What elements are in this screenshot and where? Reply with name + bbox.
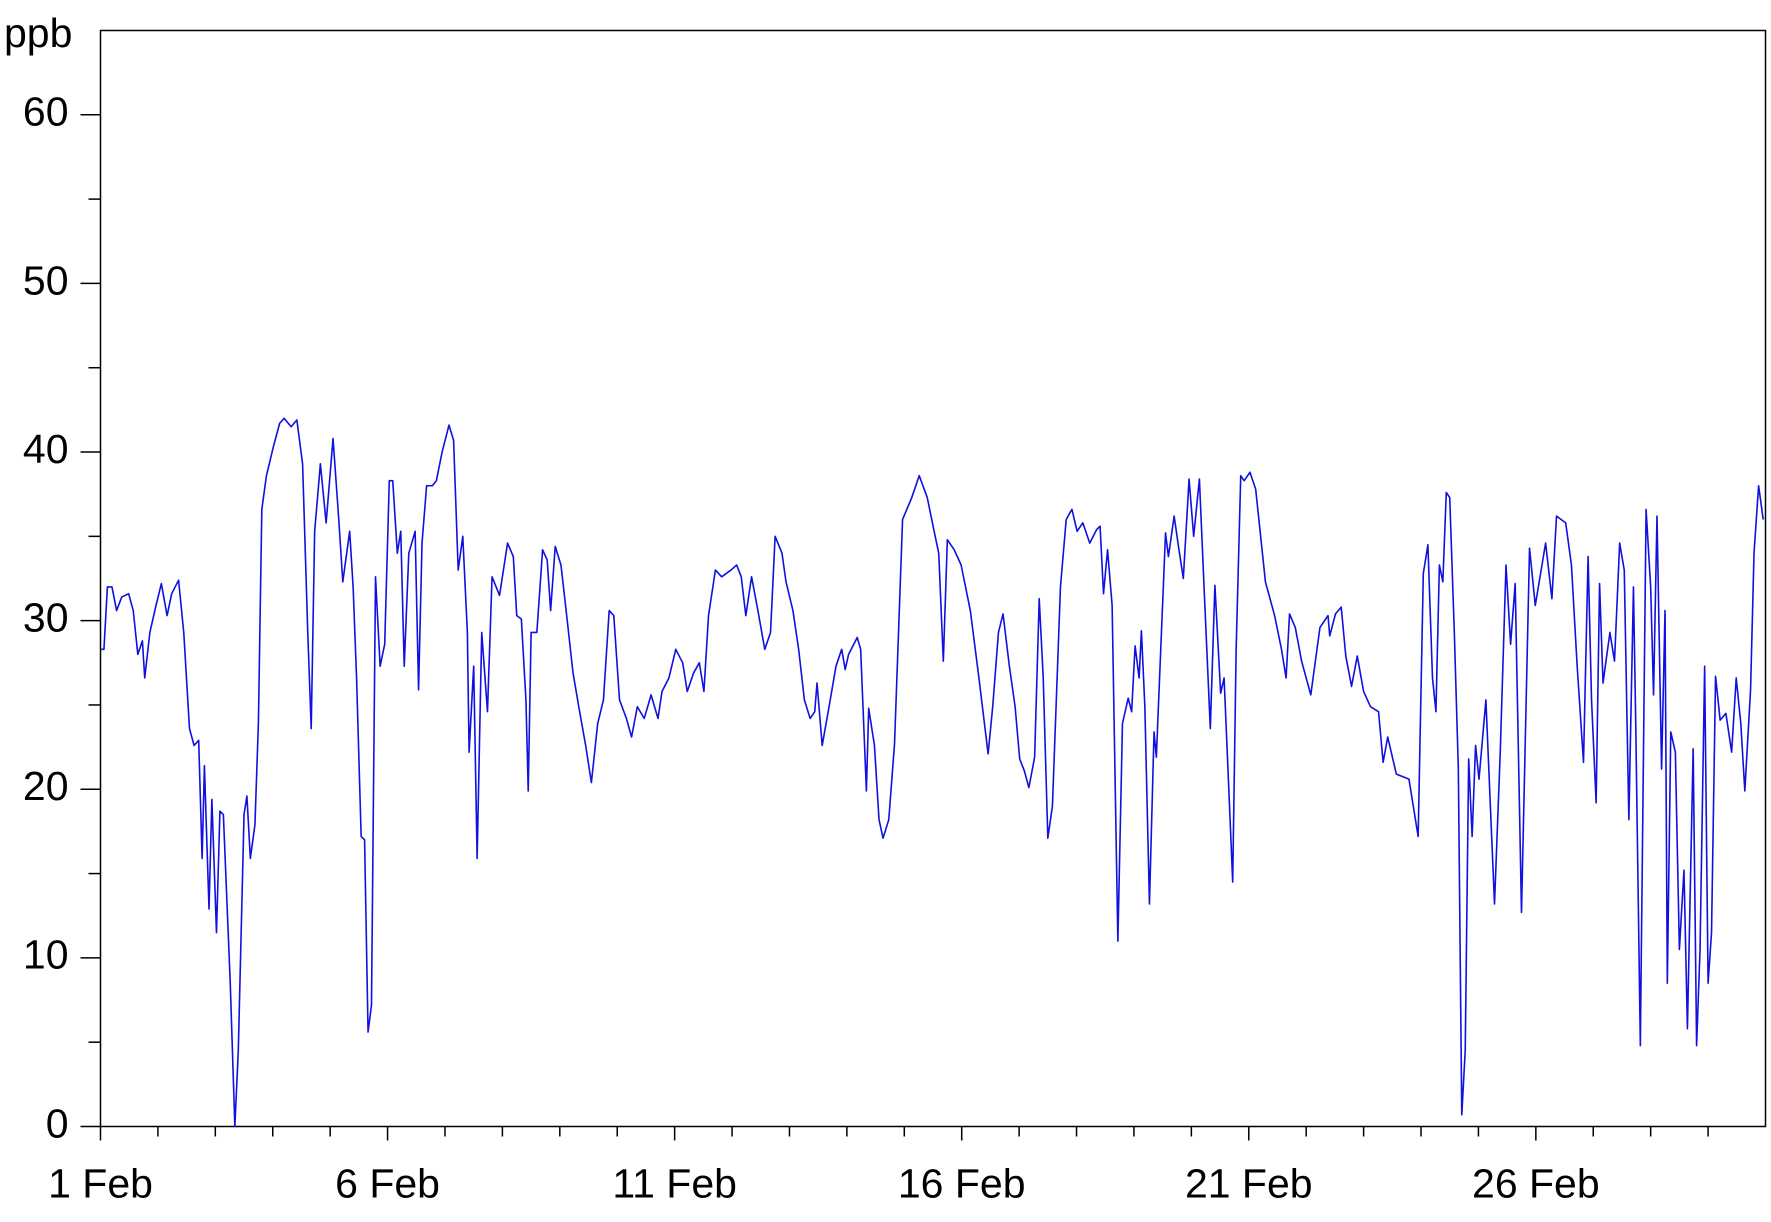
y-tick-label: 30 [23,594,69,640]
y-tick-label: 60 [23,89,69,135]
y-tick-label: 0 [46,1100,69,1146]
x-tick-label: 16 Feb [898,1160,1026,1206]
x-tick-label: 6 Feb [335,1160,440,1206]
x-tick-label: 21 Feb [1185,1160,1313,1206]
y-tick-label: 10 [23,932,69,978]
x-tick-label: 26 Feb [1472,1160,1600,1206]
x-tick-label: 11 Feb [612,1160,737,1206]
y-tick-label: 20 [23,763,69,809]
x-tick-label: 1 Feb [48,1160,153,1206]
plot-frame [99,29,1767,1128]
y-tick-label: 50 [23,257,69,303]
data-line [100,417,1764,1128]
y-tick-label: 40 [23,426,69,472]
y-axis-label: ppb [4,10,72,56]
